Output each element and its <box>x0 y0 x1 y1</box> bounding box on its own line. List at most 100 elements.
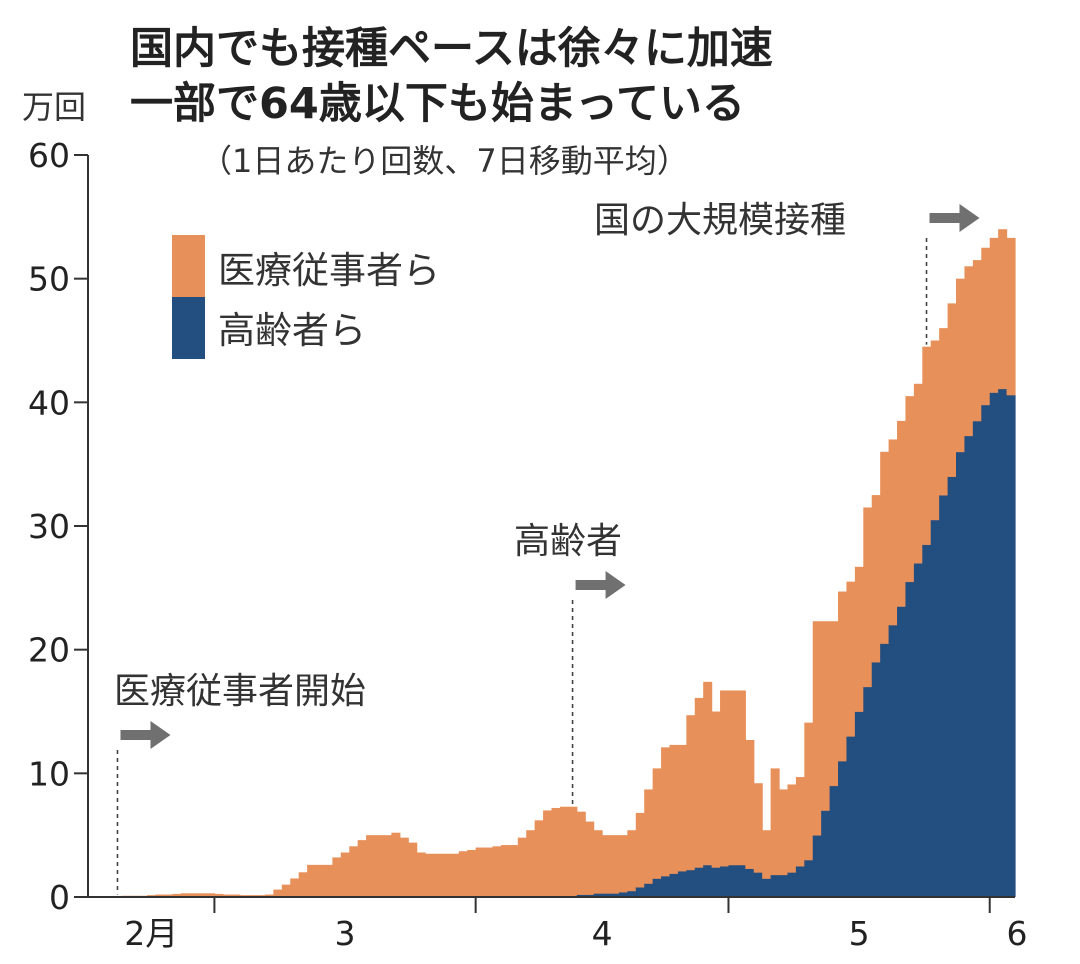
bar-medical <box>922 346 932 545</box>
bar-medical <box>610 835 620 894</box>
bar-elderly <box>964 435 974 897</box>
bar-medical <box>517 837 527 898</box>
bar-medical <box>500 845 510 898</box>
bar-medical <box>222 894 232 898</box>
bar-elderly <box>829 785 839 897</box>
bar-medical <box>711 711 721 868</box>
bar-elderly <box>956 451 966 897</box>
bar-medical <box>964 266 974 437</box>
bar-medical <box>804 722 814 861</box>
bar-elderly <box>677 871 687 897</box>
bar-elderly <box>930 519 940 897</box>
bar-medical <box>652 768 662 879</box>
legend-label-elderly: 高齢者ら <box>218 309 366 352</box>
bar-elderly <box>669 873 679 897</box>
bar-medical <box>467 850 477 898</box>
bar-medical <box>163 894 173 898</box>
bar-medical <box>357 840 367 898</box>
bar-medical <box>374 835 384 898</box>
title-line-2: 一部で64歳以下も始まっている <box>130 79 745 129</box>
bar-medical <box>795 777 805 867</box>
bar-medical <box>787 784 797 873</box>
arrow-right-icon <box>929 204 980 232</box>
legend-swatch-medical <box>172 235 205 297</box>
bar-elderly <box>880 643 890 897</box>
bar-medical <box>543 810 553 898</box>
subtitle: （1日あたり回数、7日移動平均） <box>200 142 689 180</box>
y-axis-unit: 万回 <box>22 88 86 126</box>
x-tick-label: 4 <box>592 914 613 953</box>
bar-medical <box>635 812 645 888</box>
bar-elderly <box>989 392 999 897</box>
bar-elderly <box>593 893 603 897</box>
bar-medical <box>323 864 333 898</box>
bar-medical <box>998 229 1008 390</box>
bar-medical <box>298 872 308 898</box>
bar-medical <box>290 878 300 898</box>
bar-medical <box>703 681 713 866</box>
annotations: 国の大規模接種 高齢者 医療従事者開始 <box>114 200 980 895</box>
bar-elderly <box>635 887 645 897</box>
bar-elderly <box>627 890 637 897</box>
bar-medical <box>155 894 165 898</box>
legend-swatch-elderly <box>172 297 205 359</box>
bar-medical <box>399 837 409 898</box>
bar-medical <box>180 893 190 898</box>
bar-elderly <box>787 872 797 897</box>
bar-medical <box>559 806 569 898</box>
bar-medical <box>197 893 207 898</box>
bar-medical <box>661 747 671 877</box>
bar-elderly <box>753 872 763 897</box>
bar-elderly <box>939 495 949 897</box>
bar-medical <box>509 845 519 898</box>
bar-medical <box>433 853 443 898</box>
bar-elderly <box>711 867 721 897</box>
bar-elderly <box>602 893 612 897</box>
y-tick-label: 50 <box>28 260 70 299</box>
bar-elderly <box>661 875 671 897</box>
bar-medical <box>484 847 494 898</box>
bar-medical <box>753 783 763 873</box>
bar-medical <box>366 835 376 898</box>
bar-medical <box>720 690 730 867</box>
bar-elderly <box>863 686 873 897</box>
bar-elderly <box>610 893 620 897</box>
bar-elderly <box>838 760 848 897</box>
bar-medical <box>526 830 536 898</box>
bar-elderly <box>804 859 814 897</box>
bar-medical <box>812 621 822 836</box>
bar-medical <box>416 852 426 898</box>
y-tick-label: 40 <box>28 383 70 422</box>
bar-medical <box>1006 237 1016 396</box>
arrow-right-icon <box>575 571 626 599</box>
bar-elderly <box>618 892 628 897</box>
bar-medical <box>231 894 241 898</box>
bar-elderly <box>981 404 991 897</box>
bar-elderly <box>998 388 1008 897</box>
bar-medical <box>585 821 595 895</box>
bar-elderly <box>720 866 730 897</box>
bar-medical <box>930 340 940 521</box>
bar-elderly <box>1006 394 1016 897</box>
arrow-right-icon <box>120 721 171 749</box>
x-tick-label: 2月 <box>124 914 178 953</box>
y-tick-label: 10 <box>28 754 70 793</box>
bar-medical <box>779 789 789 876</box>
bar-medical <box>972 260 982 422</box>
bar-medical <box>863 507 873 688</box>
bar-medical <box>821 621 831 811</box>
bar-medical <box>627 830 637 892</box>
bar-elderly <box>795 866 805 897</box>
bar-elderly <box>694 867 704 897</box>
bar-medical <box>441 853 451 898</box>
legend: 医療従事者ら 高齢者ら <box>172 235 440 359</box>
annotation-label-large-scale: 国の大規模接種 <box>594 200 846 241</box>
bar-medical <box>956 278 966 453</box>
annotation-label-elderly: 高齢者 <box>514 521 622 562</box>
bar-medical <box>728 690 738 866</box>
bar-elderly <box>736 864 746 897</box>
bar-medical <box>382 835 392 898</box>
bar-medical <box>913 383 923 564</box>
bar-elderly <box>728 864 738 897</box>
x-tick-label: 5 <box>849 914 870 953</box>
